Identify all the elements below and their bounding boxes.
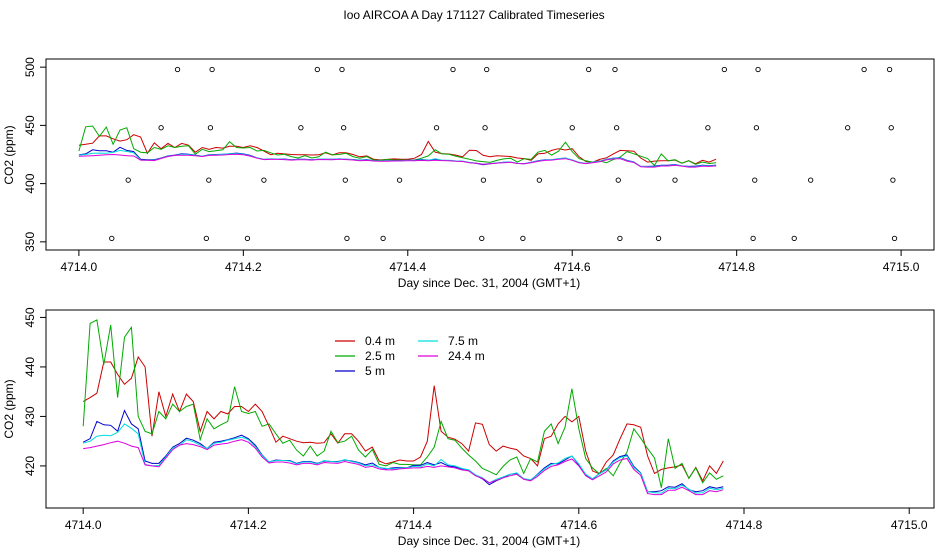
top-y-tick-label: 500 bbox=[23, 57, 37, 77]
top-plot-frame bbox=[45, 58, 935, 251]
bottom-y-tick-label: 440 bbox=[23, 357, 37, 377]
top-outlier-point bbox=[612, 66, 618, 73]
top-outlier-point bbox=[890, 177, 896, 183]
top-series-line-24-4-m bbox=[78, 153, 717, 168]
top-outlier-point bbox=[261, 177, 267, 183]
bottom-axes: 4714.0 4714.2 4714.4 4714.6 4714.8 4715.0 420 4… bbox=[23, 307, 928, 532]
bottom-series-line-0-4-m bbox=[82, 355, 724, 482]
top-x-tick-label: 4714.8 bbox=[718, 260, 755, 274]
top-series-line-2-5-m bbox=[78, 125, 717, 167]
bottom-series-line-7-5-m bbox=[83, 423, 724, 494]
top-outlier-point bbox=[750, 235, 756, 242]
top-outlier-point bbox=[209, 66, 215, 73]
bottom-x-tick-label: 4714.2 bbox=[230, 518, 267, 532]
bottom-series-line-24-4-m bbox=[83, 439, 724, 496]
top-outlier-point bbox=[569, 125, 575, 131]
top-outlier-point bbox=[721, 66, 727, 73]
top-x-tick-label: 4714.0 bbox=[61, 260, 98, 274]
top-outlier-point bbox=[484, 66, 490, 73]
bottom-y-tick-label: 450 bbox=[23, 307, 37, 327]
top-outlier-point bbox=[314, 66, 320, 73]
top-outlier-point bbox=[344, 235, 350, 242]
top-marks bbox=[78, 66, 898, 242]
top-outlier-point bbox=[613, 125, 620, 131]
top-outlier-point bbox=[808, 177, 814, 183]
top-outlier-point bbox=[672, 177, 678, 183]
bottom-marks bbox=[82, 319, 724, 496]
top-outlier-point bbox=[206, 177, 212, 183]
legend-label-5-m: 5 m bbox=[365, 364, 385, 378]
top-outlier-point bbox=[886, 66, 893, 73]
top-x-axis-label: Day since Dec. 31, 2004 (GMT+1) bbox=[398, 276, 580, 290]
bottom-x-tick-label: 4714.6 bbox=[560, 518, 597, 532]
legend-label-0-4-m: 0.4 m bbox=[365, 334, 395, 348]
top-outlier-point bbox=[396, 177, 403, 183]
top-outlier-point bbox=[450, 66, 456, 73]
top-y-tick-label: 400 bbox=[23, 173, 37, 193]
top-outlier-point bbox=[339, 66, 345, 73]
bottom-x-axis-label: Day since Dec. 31, 2004 (GMT+1) bbox=[398, 534, 580, 548]
figure-title: Ioo AIRCOA A Day 171127 Calibrated Times… bbox=[343, 8, 604, 22]
top-axes: 4714.0 4714.2 4714.4 4714.6 4714.8 4715.0 350 4… bbox=[23, 57, 920, 274]
top-outlier-point bbox=[791, 235, 797, 242]
top-outlier-point bbox=[158, 125, 164, 131]
top-outlier-point bbox=[482, 125, 488, 131]
top-x-tick-label: 4715.0 bbox=[883, 260, 920, 274]
legend-label-2-5-m: 2.5 m bbox=[365, 349, 395, 363]
top-outlier-point bbox=[755, 66, 761, 73]
bottom-plot-frame bbox=[45, 309, 935, 509]
bottom-series-line-2-5-m bbox=[82, 319, 724, 488]
top-outlier-point bbox=[174, 66, 181, 73]
bottom-panel: 4714.0 4714.2 4714.4 4714.6 4714.8 4715.0 420 4… bbox=[2, 307, 935, 548]
top-outlier-point bbox=[891, 235, 898, 242]
bottom-x-tick-label: 4715.0 bbox=[891, 518, 928, 532]
top-outlier-point bbox=[207, 125, 214, 131]
bottom-legend: 0.4 m2.5 m5 m 7.5 m24.4 m bbox=[335, 334, 485, 378]
top-outlier-point bbox=[753, 125, 760, 131]
top-y-axis-label: CO2 (ppm) bbox=[2, 125, 16, 184]
top-outlier-point bbox=[203, 235, 209, 242]
top-outlier-point bbox=[125, 177, 131, 183]
top-outlier-point bbox=[480, 177, 487, 183]
top-outlier-point bbox=[617, 235, 623, 242]
top-outlier-point bbox=[888, 125, 894, 131]
top-outlier-point bbox=[845, 125, 851, 131]
top-outlier-point bbox=[705, 125, 711, 131]
top-outlier-point bbox=[655, 235, 662, 242]
top-outlier-point bbox=[586, 66, 592, 73]
top-y-tick-label: 450 bbox=[23, 115, 37, 135]
top-outlier-point bbox=[536, 177, 542, 183]
top-outlier-point bbox=[342, 177, 348, 183]
top-outlier-point bbox=[433, 125, 440, 131]
bottom-y-axis-label: CO2 (ppm) bbox=[2, 379, 16, 438]
top-outlier-point bbox=[615, 177, 621, 183]
legend-label-24-4-m: 24.4 m bbox=[448, 349, 485, 363]
bottom-x-tick-label: 4714.0 bbox=[65, 518, 102, 532]
top-outlier-point bbox=[520, 235, 526, 242]
top-outlier-point bbox=[861, 66, 867, 73]
top-series-line-0-4-m bbox=[78, 134, 717, 165]
bottom-x-tick-label: 4714.8 bbox=[726, 518, 763, 532]
top-outlier-point bbox=[380, 235, 386, 242]
top-outlier-point bbox=[479, 235, 485, 242]
top-outlier-point bbox=[340, 125, 347, 131]
top-x-tick-label: 4714.4 bbox=[389, 260, 426, 274]
bottom-y-tick-label: 420 bbox=[23, 456, 37, 476]
top-outlier-point bbox=[244, 235, 251, 242]
top-panel: 4714.0 4714.2 4714.4 4714.6 4714.8 4715.0 350 4… bbox=[2, 57, 935, 290]
bottom-y-tick-label: 430 bbox=[23, 406, 37, 426]
top-outlier-point bbox=[298, 125, 304, 131]
legend-label-7-5-m: 7.5 m bbox=[448, 334, 478, 348]
top-x-tick-label: 4714.2 bbox=[225, 260, 262, 274]
top-y-tick-label: 350 bbox=[23, 232, 37, 252]
top-outlier-point bbox=[752, 177, 758, 183]
top-x-tick-label: 4714.6 bbox=[554, 260, 591, 274]
top-outlier-point bbox=[109, 235, 115, 242]
bottom-x-tick-label: 4714.4 bbox=[395, 518, 432, 532]
